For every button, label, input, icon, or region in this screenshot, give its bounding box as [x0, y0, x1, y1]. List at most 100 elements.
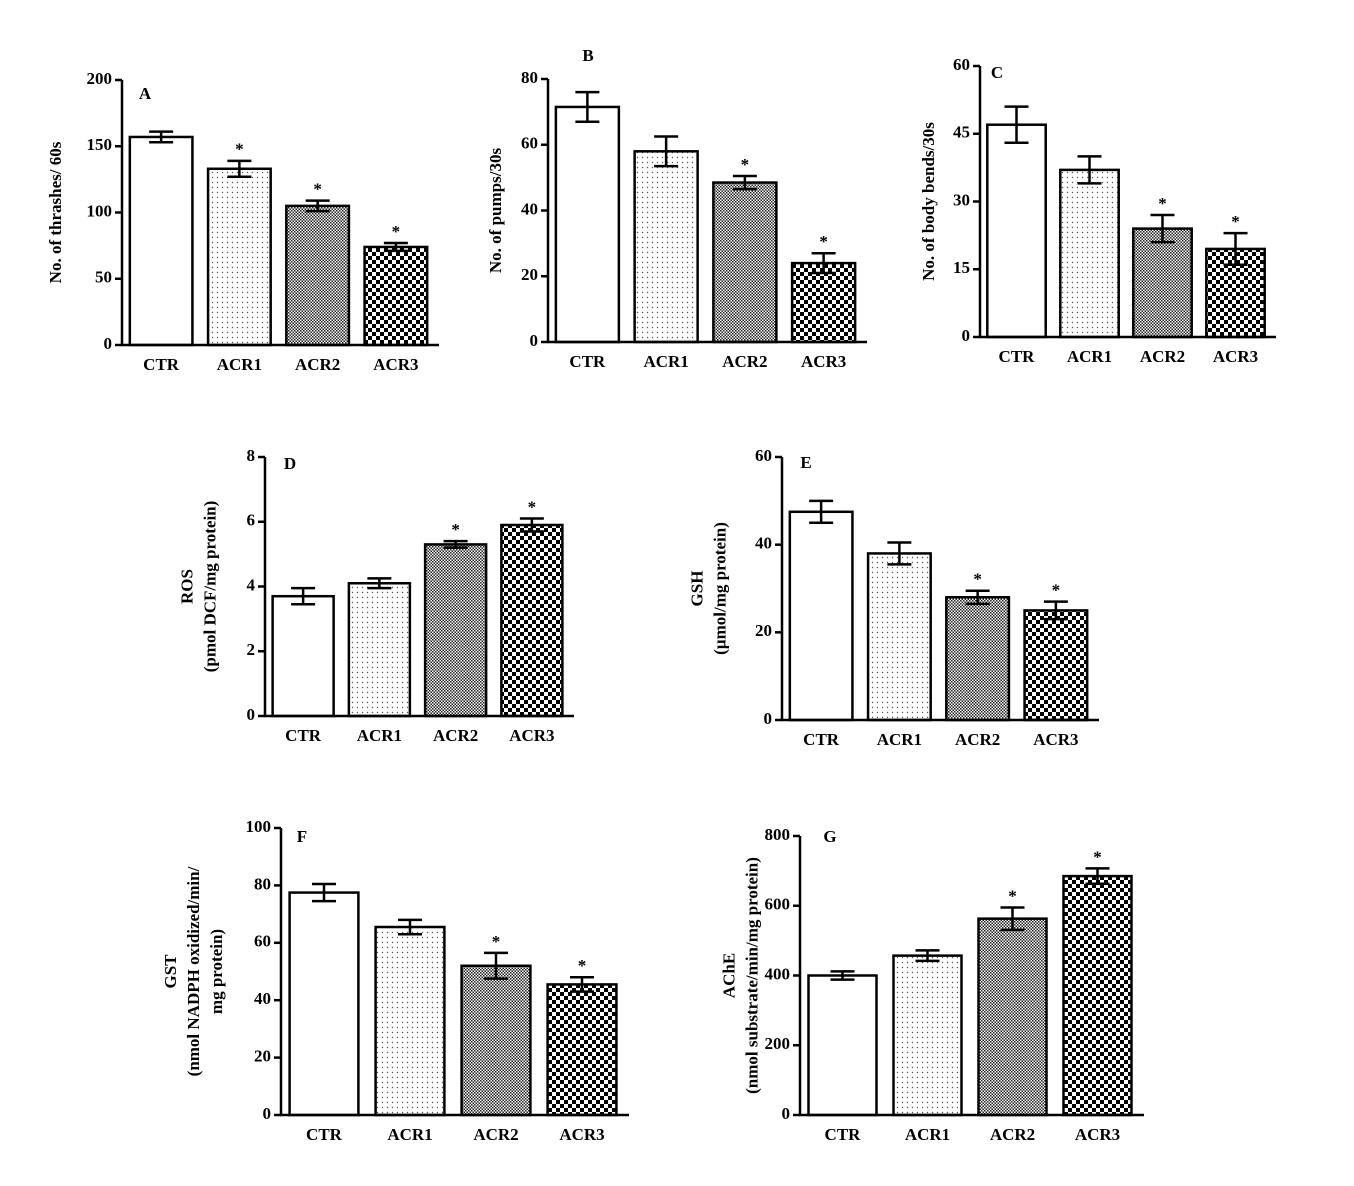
y-tick-label: 20	[521, 265, 538, 284]
y-tick-label: 150	[87, 135, 113, 154]
significance-marker: *	[492, 932, 501, 951]
y-tick-label: 40	[755, 534, 772, 553]
x-tick-label: ACR3	[1033, 730, 1078, 749]
x-tick-label: ACR3	[1075, 1125, 1120, 1144]
x-tick-label: CTR	[569, 352, 606, 371]
y-tick-label: 0	[247, 705, 256, 724]
significance-marker: *	[313, 179, 322, 198]
panel-label: E	[800, 453, 811, 472]
y-tick-label: 60	[254, 932, 271, 951]
x-tick-label: ACR1	[1067, 347, 1112, 366]
significance-marker: *	[1231, 212, 1240, 231]
y-tick-label: 200	[87, 69, 113, 88]
x-tick-label: ACR1	[643, 352, 688, 371]
x-tick-label: ACR2	[473, 1125, 518, 1144]
x-tick-label: ACR1	[357, 726, 402, 745]
x-tick-label: ACR1	[877, 730, 922, 749]
y-tick-label: 200	[765, 1034, 791, 1053]
panel-label: G	[823, 827, 836, 846]
bar	[712, 181, 778, 344]
bar	[500, 523, 564, 718]
significance-marker: *	[973, 570, 982, 589]
x-tick-label: ACR2	[1140, 347, 1185, 366]
x-tick-label: CTR	[803, 730, 840, 749]
bar	[271, 594, 335, 718]
bar	[945, 596, 1011, 722]
bar	[554, 105, 621, 344]
y-tick-label: 80	[254, 874, 271, 893]
x-tick-label: CTR	[999, 347, 1036, 366]
y-tick-label: 30	[953, 190, 970, 209]
x-tick-label: ACR3	[373, 355, 418, 374]
significance-marker: *	[1052, 581, 1061, 600]
significance-marker: *	[1008, 886, 1017, 905]
y-tick-label: 20	[755, 621, 772, 640]
y-tick-label: 0	[104, 334, 113, 353]
bar	[363, 245, 429, 347]
y-tick-label: 800	[765, 825, 791, 844]
y-tick-label: 40	[521, 199, 538, 218]
y-axis-label: mg protein)	[207, 929, 226, 1014]
y-tick-label: 40	[254, 989, 271, 1008]
panel-label: A	[139, 84, 152, 103]
bar	[1132, 227, 1193, 339]
significance-marker: *	[819, 232, 828, 251]
x-tick-label: ACR1	[905, 1125, 950, 1144]
y-axis-label: (nmol NADPH oxidized/min/	[184, 866, 203, 1076]
y-tick-label: 6	[247, 511, 256, 530]
bar	[460, 964, 532, 1117]
x-tick-label: ACR3	[559, 1125, 604, 1144]
bar	[790, 261, 857, 344]
bar	[128, 135, 194, 347]
y-tick-label: 0	[962, 326, 971, 345]
bar	[807, 974, 878, 1117]
bar	[546, 983, 618, 1117]
x-tick-label: ACR2	[955, 730, 1000, 749]
y-tick-label: 0	[764, 709, 773, 728]
bar	[206, 167, 272, 347]
bar	[423, 543, 488, 718]
significance-marker: *	[235, 140, 244, 159]
y-tick-label: 400	[765, 964, 791, 983]
y-tick-label: 8	[247, 446, 256, 465]
y-tick-label: 15	[953, 258, 970, 277]
y-tick-label: 60	[521, 134, 538, 153]
bar	[633, 150, 699, 344]
y-tick-label: 80	[521, 68, 538, 87]
y-tick-label: 45	[953, 123, 970, 142]
bar	[977, 917, 1048, 1117]
y-tick-label: 20	[254, 1047, 271, 1066]
y-tick-label: 60	[755, 446, 772, 465]
bar	[285, 204, 351, 347]
x-tick-label: ACR3	[509, 726, 554, 745]
bar	[892, 954, 963, 1117]
y-axis-label: GSH	[687, 571, 706, 607]
y-tick-label: 0	[782, 1104, 791, 1123]
x-tick-label: CTR	[285, 726, 322, 745]
x-tick-label: ACR2	[295, 355, 340, 374]
x-tick-label: CTR	[306, 1125, 343, 1144]
x-tick-label: ACR2	[990, 1125, 1035, 1144]
x-tick-label: ACR3	[801, 352, 846, 371]
y-axis-label: GST	[161, 954, 180, 989]
bar	[347, 582, 412, 718]
bar	[986, 123, 1047, 339]
y-axis-label: (nmol substrate/min/mg protein)	[742, 857, 761, 1094]
significance-marker: *	[451, 520, 460, 539]
panel-label: B	[582, 46, 593, 65]
x-tick-label: ACR3	[1213, 347, 1258, 366]
x-tick-label: ACR1	[387, 1125, 432, 1144]
panel-label: F	[297, 827, 307, 846]
y-tick-label: 100	[87, 201, 113, 220]
bar	[374, 925, 446, 1117]
panel-label: D	[284, 454, 296, 473]
y-axis-label: AChE	[719, 953, 738, 998]
x-tick-label: ACR2	[433, 726, 478, 745]
significance-marker: *	[392, 222, 401, 241]
bar	[1062, 874, 1133, 1117]
significance-marker: *	[1093, 847, 1102, 866]
panel-label: C	[991, 63, 1003, 82]
y-tick-label: 2	[247, 640, 256, 659]
x-tick-label: CTR	[825, 1125, 862, 1144]
y-axis-label: (µmol/mg protein)	[710, 522, 729, 655]
